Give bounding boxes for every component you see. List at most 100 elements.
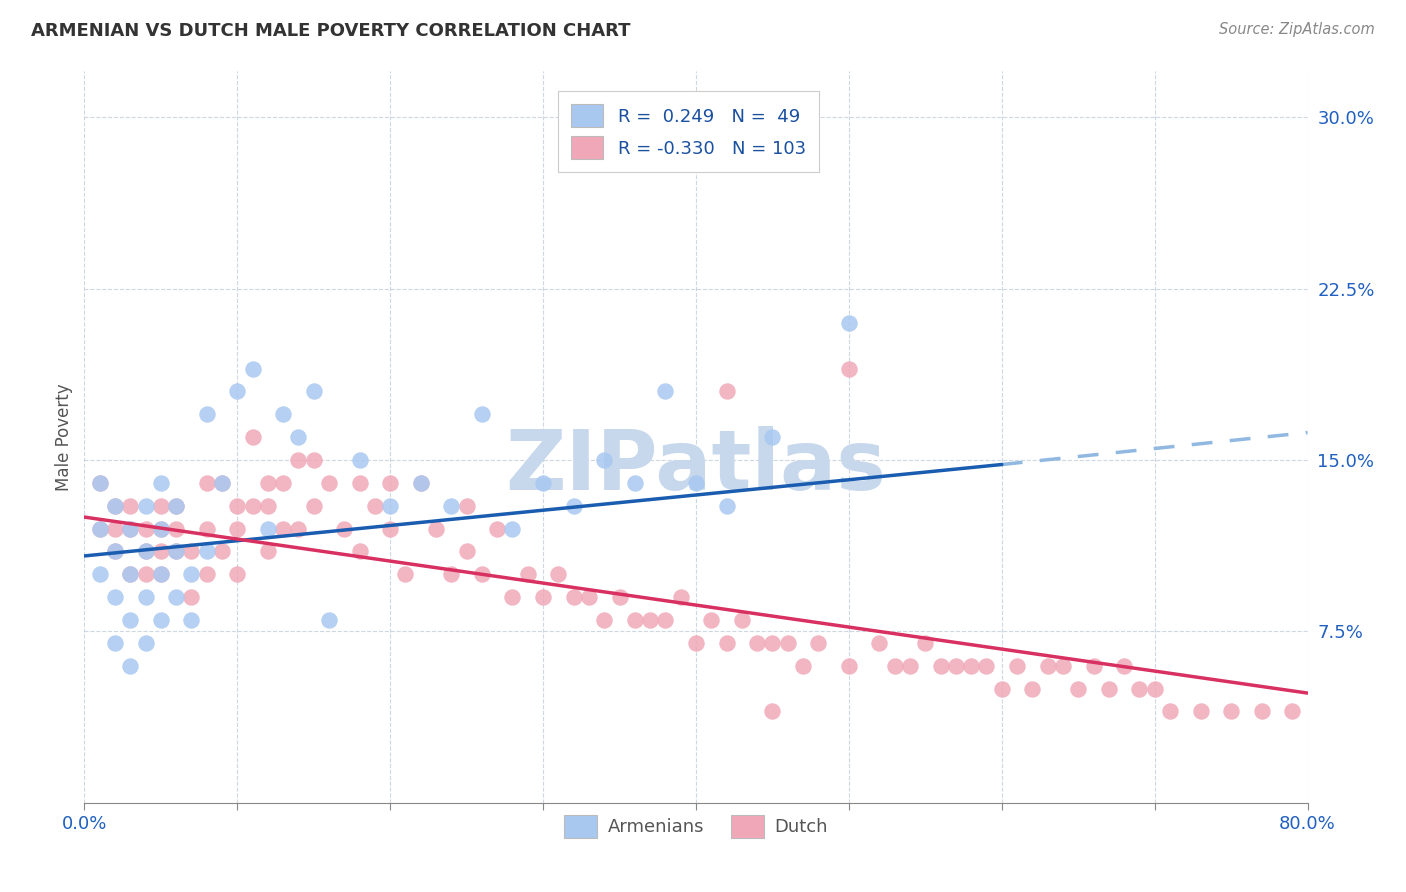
Point: [685, 636, 707, 650]
Point: [242, 430, 264, 444]
Point: [302, 384, 325, 399]
Point: [700, 613, 723, 627]
Point: [165, 499, 187, 513]
Point: [149, 544, 172, 558]
Text: ZIPatlas: ZIPatlas: [506, 425, 886, 507]
Point: [211, 475, 233, 490]
Point: [165, 544, 187, 558]
Point: [135, 544, 157, 558]
Point: [838, 361, 860, 376]
Point: [1220, 705, 1243, 719]
Point: [135, 636, 157, 650]
Point: [211, 475, 233, 490]
Point: [135, 521, 157, 535]
Point: [716, 499, 738, 513]
Point: [914, 636, 936, 650]
Point: [1005, 658, 1028, 673]
Point: [120, 613, 142, 627]
Point: [1128, 681, 1150, 696]
Point: [135, 499, 157, 513]
Point: [654, 613, 676, 627]
Point: [609, 590, 631, 604]
Point: [104, 544, 127, 558]
Point: [165, 544, 187, 558]
Point: [195, 544, 218, 558]
Point: [349, 544, 371, 558]
Point: [531, 475, 554, 490]
Point: [149, 567, 172, 582]
Point: [180, 613, 202, 627]
Point: [807, 636, 830, 650]
Point: [1281, 705, 1303, 719]
Point: [838, 658, 860, 673]
Point: [531, 590, 554, 604]
Point: [271, 475, 294, 490]
Point: [547, 567, 569, 582]
Point: [195, 521, 218, 535]
Point: [180, 590, 202, 604]
Point: [1083, 658, 1105, 673]
Point: [409, 475, 432, 490]
Point: [471, 567, 494, 582]
Point: [945, 658, 967, 673]
Point: [747, 636, 769, 650]
Point: [180, 544, 202, 558]
Point: [1036, 658, 1059, 673]
Point: [271, 521, 294, 535]
Point: [257, 544, 280, 558]
Text: ARMENIAN VS DUTCH MALE POVERTY CORRELATION CHART: ARMENIAN VS DUTCH MALE POVERTY CORRELATI…: [31, 22, 630, 40]
Point: [638, 613, 661, 627]
Point: [211, 544, 233, 558]
Point: [89, 521, 111, 535]
Point: [578, 590, 600, 604]
Point: [516, 567, 538, 582]
Point: [440, 567, 463, 582]
Point: [120, 567, 142, 582]
Point: [120, 521, 142, 535]
Point: [287, 430, 309, 444]
Point: [257, 475, 280, 490]
Point: [195, 475, 218, 490]
Point: [242, 499, 264, 513]
Point: [149, 521, 172, 535]
Point: [226, 384, 249, 399]
Point: [287, 521, 309, 535]
Point: [195, 567, 218, 582]
Point: [149, 499, 172, 513]
Point: [226, 521, 249, 535]
Point: [242, 361, 264, 376]
Point: [226, 499, 249, 513]
Legend: Armenians, Dutch: Armenians, Dutch: [557, 807, 835, 845]
Point: [89, 567, 111, 582]
Point: [104, 544, 127, 558]
Point: [761, 636, 783, 650]
Point: [654, 384, 676, 399]
Point: [380, 499, 402, 513]
Point: [89, 521, 111, 535]
Point: [883, 658, 905, 673]
Point: [502, 521, 524, 535]
Point: [869, 636, 891, 650]
Point: [1098, 681, 1121, 696]
Point: [104, 636, 127, 650]
Point: [104, 590, 127, 604]
Point: [104, 521, 127, 535]
Point: [502, 590, 524, 604]
Point: [1143, 681, 1166, 696]
Point: [271, 407, 294, 421]
Point: [761, 430, 783, 444]
Y-axis label: Male Poverty: Male Poverty: [55, 384, 73, 491]
Point: [318, 475, 340, 490]
Point: [135, 567, 157, 582]
Point: [104, 499, 127, 513]
Point: [287, 453, 309, 467]
Point: [302, 453, 325, 467]
Point: [257, 521, 280, 535]
Point: [1114, 658, 1136, 673]
Point: [149, 521, 172, 535]
Point: [440, 499, 463, 513]
Point: [685, 475, 707, 490]
Point: [149, 613, 172, 627]
Point: [731, 613, 754, 627]
Point: [380, 521, 402, 535]
